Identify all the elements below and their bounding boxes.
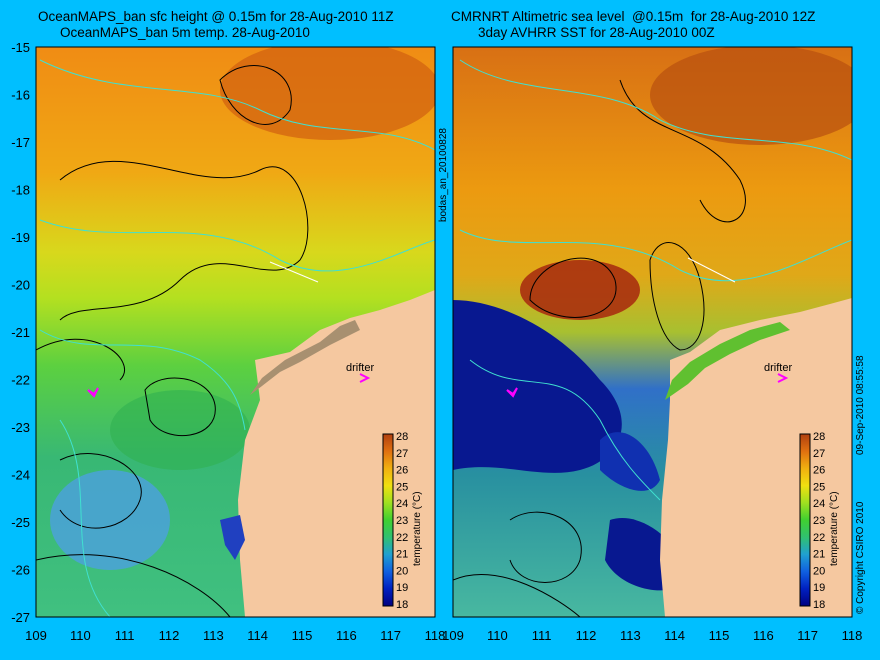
right-lon-tick: 116 [753,628,774,643]
right-lon-tick: 113 [620,628,641,643]
right-colorbar-tick: 22 [813,532,825,544]
left-colorbar [382,433,394,607]
left-map [36,47,435,617]
right-colorbar-tick: 18 [813,599,825,611]
timestamp-label: 09-Sep-2010 08:55:58 [855,355,866,455]
left-colorbar-tick: 18 [396,599,408,611]
left-drifter-arrow-icon [359,373,371,383]
left-lon-tick: 112 [159,628,180,643]
right-lon-tick: 115 [709,628,730,643]
left-lon-tick: 110 [70,628,91,643]
right-colorbar-label: temperature (°C) [829,491,840,566]
right-map-frame [452,46,853,618]
right-colorbar-tick: 26 [813,465,825,477]
right-lon-tick: 111 [532,628,552,643]
left-colorbar-tick: 28 [396,431,408,443]
right-lon-tick: 112 [576,628,597,643]
lat-tick: -17 [11,135,30,150]
left-colorbar-label: temperature (°C) [412,491,423,566]
left-lon-tick: 111 [115,628,135,643]
left-lon-tick: 116 [336,628,357,643]
lat-tick: -20 [11,278,30,293]
left-title-line1: OceanMAPS_ban sfc height @ 0.15m for 28-… [38,9,394,24]
right-lon-tick: 114 [664,628,685,643]
left-lon-tick: 114 [247,628,268,643]
lat-tick: -23 [11,420,30,435]
left-colorbar-tick: 19 [396,582,408,594]
right-map [453,47,852,617]
lat-tick: -21 [11,325,30,340]
analysis-id-label: bodas_an_20100828 [438,128,449,222]
lat-tick: -16 [11,88,30,103]
lat-tick: -18 [11,183,30,198]
right-colorbar [799,433,811,607]
lat-tick: -27 [11,610,30,625]
left-lon-tick: 113 [203,628,224,643]
right-colorbar-tick: 20 [813,565,825,577]
right-colorbar-tick: 19 [813,582,825,594]
left-colorbar-tick: 27 [396,448,408,460]
left-lon-tick: 109 [25,628,47,643]
right-drifter-arrow-icon [777,373,789,383]
lat-tick: -26 [11,563,30,578]
left-lon-tick: 117 [380,628,401,643]
right-drifter-track [506,387,518,398]
lat-tick: -22 [11,373,30,388]
right-colorbar-tick: 24 [813,498,825,510]
right-lon-tick: 110 [487,628,508,643]
lat-tick: -19 [11,230,30,245]
left-title-line2: OceanMAPS_ban 5m temp. 28-Aug-2010 [60,25,310,40]
left-colorbar-tick: 21 [396,549,408,561]
right-colorbar-tick: 21 [813,549,825,561]
right-colorbar-tick: 25 [813,481,825,493]
left-map-frame [35,46,436,618]
left-drifter-label: drifter [346,362,375,374]
left-colorbar-tick: 22 [396,532,408,544]
right-colorbar-tick: 28 [813,431,825,443]
lat-tick: -25 [11,515,30,530]
left-lon-tick: 115 [292,628,313,643]
left-colorbar-tick: 26 [396,465,408,477]
lat-tick: -15 [11,40,30,55]
right-colorbar-tick: 23 [813,515,825,527]
left-colorbar-tick: 25 [396,481,408,493]
right-lon-tick: 109 [442,628,464,643]
right-title-line2: 3day AVHRR SST for 28-Aug-2010 00Z [478,25,715,40]
lat-tick: -24 [11,468,30,483]
right-colorbar-tick: 27 [813,448,825,460]
right-title-line1: CMRNRT Altimetric sea level @0.15m for 2… [451,9,816,24]
left-colorbar-tick: 20 [396,565,408,577]
left-colorbar-tick: 24 [396,498,408,510]
right-lon-tick: 118 [842,628,863,643]
right-drifter-label: drifter [764,362,793,374]
right-lon-tick: 117 [797,628,818,643]
left-lon-tick: 118 [425,628,446,643]
left-drifter-track [87,387,99,398]
left-colorbar-tick: 23 [396,515,408,527]
copyright-label: © Copyright CSIRO 2010 [855,501,866,614]
